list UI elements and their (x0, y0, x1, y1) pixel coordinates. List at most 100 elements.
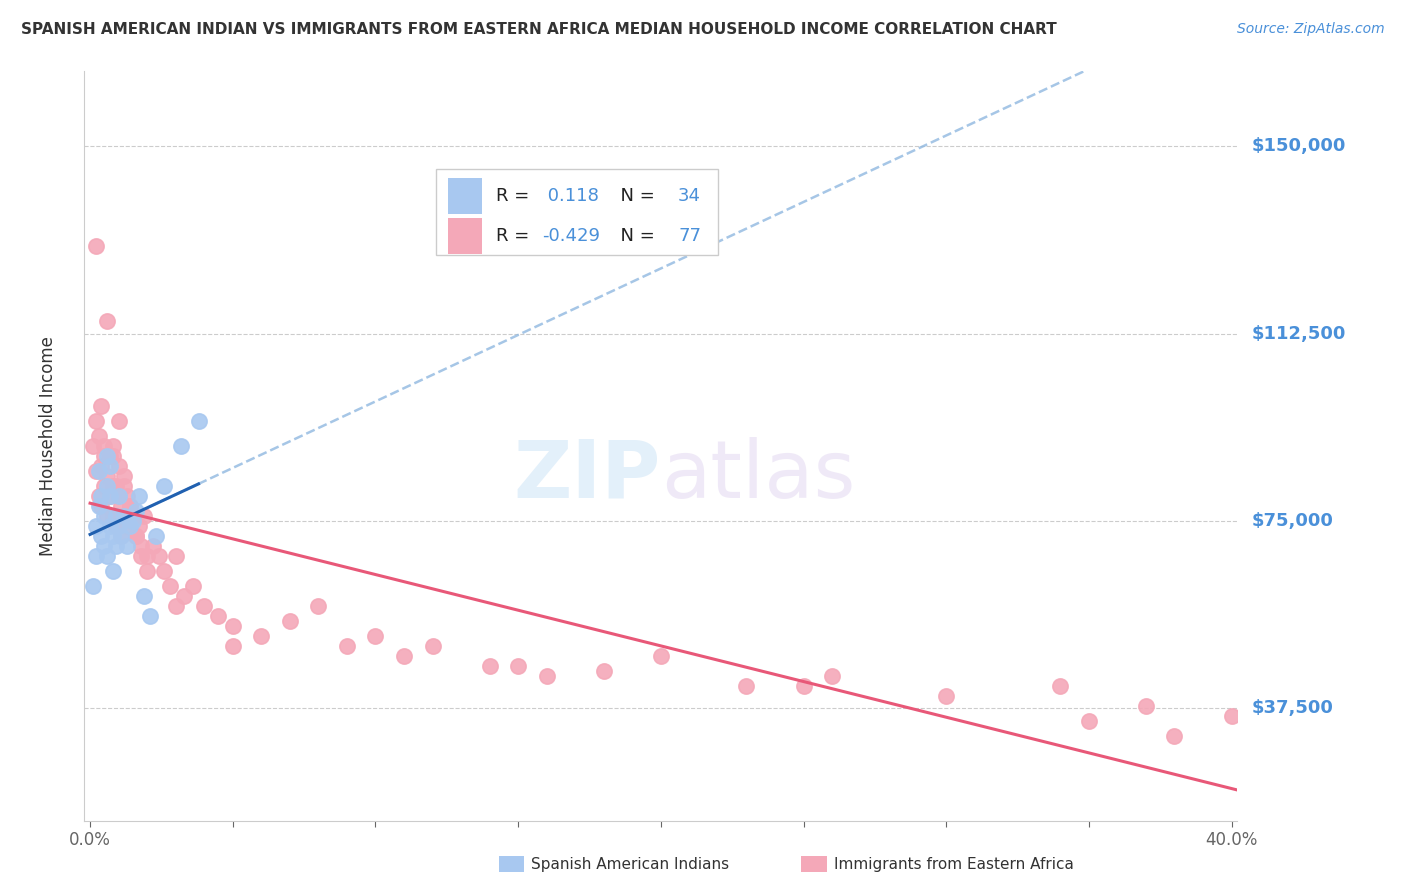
Bar (447, 178, 482, 214)
Point (84, 519, 107, 533)
Text: Source: ZipAtlas.com: Source: ZipAtlas.com (1237, 22, 1385, 37)
FancyBboxPatch shape (436, 169, 718, 255)
Point (115, 519, 138, 533)
Point (93, 539, 115, 553)
Point (122, 514, 145, 528)
Point (153, 479, 176, 493)
Point (82, 439, 104, 453)
Point (508, 658, 530, 673)
Point (96, 549, 118, 563)
Bar (447, 218, 482, 254)
Point (735, 679, 758, 693)
Text: -0.429: -0.429 (543, 227, 600, 245)
Point (422, 639, 444, 653)
Point (112, 469, 135, 483)
Point (87, 499, 110, 513)
Point (115, 489, 138, 503)
Point (107, 489, 129, 503)
Point (112, 508, 135, 523)
Text: 77: 77 (678, 227, 702, 245)
Point (84, 239, 107, 253)
Point (821, 669, 844, 683)
Point (1049, 679, 1071, 693)
Text: R =: R = (496, 187, 534, 205)
Point (96, 469, 118, 483)
Point (222, 619, 245, 633)
Point (107, 458, 129, 473)
Point (104, 508, 127, 523)
Point (128, 519, 150, 533)
Point (336, 639, 359, 653)
Text: $37,500: $37,500 (1251, 699, 1333, 717)
Point (131, 539, 153, 553)
Text: Spanish American Indians: Spanish American Indians (531, 857, 730, 871)
Text: R =: R = (496, 227, 534, 245)
Text: N =: N = (609, 227, 661, 245)
Point (159, 579, 181, 593)
Point (478, 658, 501, 673)
Point (307, 599, 329, 613)
Point (125, 529, 148, 543)
Point (165, 549, 187, 563)
Point (101, 449, 124, 463)
Point (110, 529, 132, 543)
Point (222, 639, 245, 653)
Point (112, 479, 135, 493)
Point (181, 579, 204, 593)
Point (142, 539, 165, 553)
Point (104, 519, 127, 533)
Point (1077, 714, 1099, 728)
Point (118, 499, 141, 513)
Point (98, 449, 121, 463)
Text: ZIP: ZIP (513, 437, 661, 515)
Point (107, 489, 129, 503)
Point (173, 589, 195, 603)
Point (118, 499, 141, 513)
Point (93, 449, 115, 463)
Point (125, 504, 148, 518)
Point (145, 529, 167, 543)
Point (87, 464, 110, 478)
Point (278, 614, 301, 628)
Point (364, 629, 387, 643)
Text: N =: N = (609, 187, 661, 205)
Point (93, 439, 115, 453)
Text: SPANISH AMERICAN INDIAN VS IMMIGRANTS FROM EASTERN AFRICA MEDIAN HOUSEHOLD INCOM: SPANISH AMERICAN INDIAN VS IMMIGRANTS FR… (21, 22, 1057, 37)
Point (148, 549, 170, 563)
Point (792, 679, 814, 693)
Point (84, 549, 107, 563)
Point (193, 599, 215, 613)
Point (115, 539, 138, 553)
Point (93, 508, 115, 523)
Text: $150,000: $150,000 (1251, 137, 1346, 155)
Text: 34: 34 (678, 187, 702, 205)
Point (98, 519, 121, 533)
Point (90, 499, 112, 513)
Point (101, 508, 124, 523)
Point (93, 479, 115, 493)
Point (101, 479, 124, 493)
Point (98, 489, 121, 503)
Point (139, 608, 162, 623)
Point (112, 508, 135, 523)
Point (207, 608, 229, 623)
Point (1135, 698, 1157, 713)
Point (1220, 708, 1243, 723)
Point (131, 549, 153, 563)
Y-axis label: Median Household Income: Median Household Income (39, 336, 58, 556)
Point (134, 589, 156, 603)
Text: Immigrants from Eastern Africa: Immigrants from Eastern Africa (834, 857, 1074, 871)
Point (101, 529, 124, 543)
Point (165, 599, 187, 613)
Text: atlas: atlas (661, 437, 855, 515)
Point (118, 519, 141, 533)
Point (101, 564, 124, 578)
Point (110, 499, 132, 513)
Point (96, 508, 118, 523)
Point (96, 479, 118, 493)
Point (87, 489, 110, 503)
Point (125, 529, 148, 543)
Point (90, 529, 112, 543)
Text: 0.118: 0.118 (543, 187, 599, 205)
Point (134, 508, 156, 523)
